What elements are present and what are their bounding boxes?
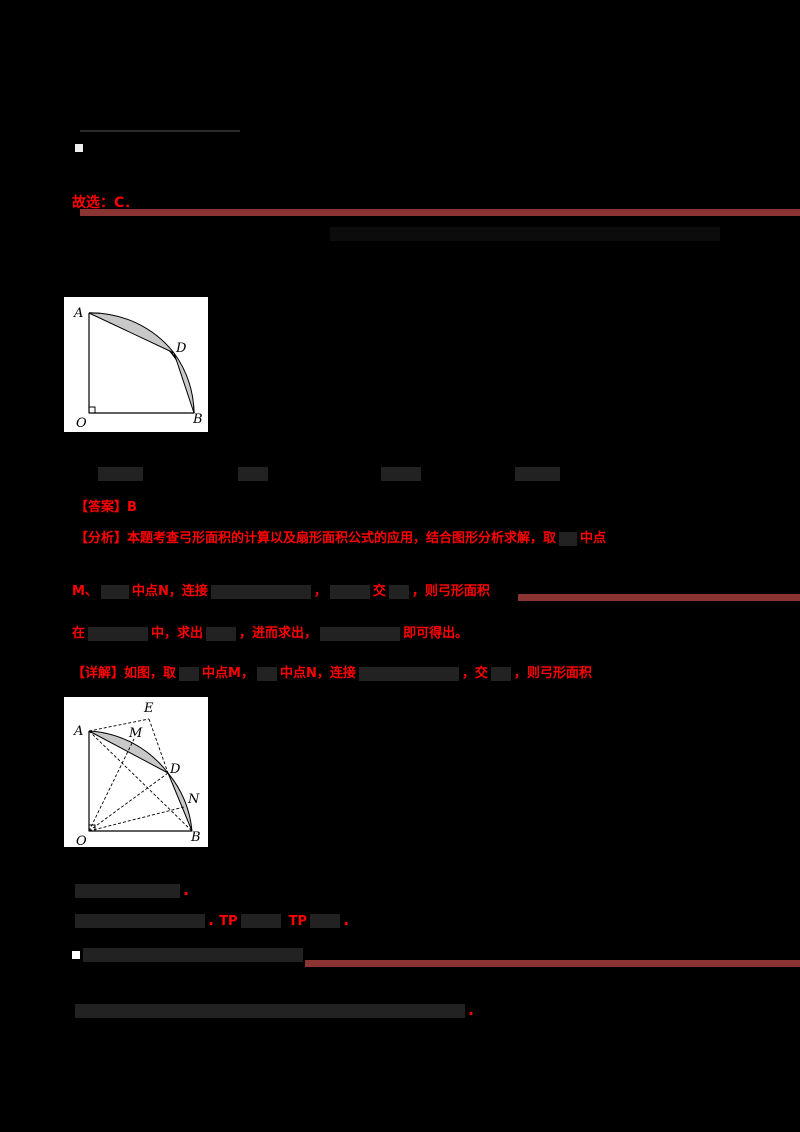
equation-line-4: .	[72, 1000, 474, 1019]
top-formula	[75, 110, 245, 160]
svg-text:A: A	[73, 306, 83, 321]
section-divider-2	[518, 594, 800, 601]
option-d	[512, 466, 563, 481]
answer-label: 【答案】B	[75, 500, 137, 515]
svg-text:M: M	[128, 726, 143, 741]
figure-1: A D O B	[64, 297, 208, 432]
equation-line-3	[72, 944, 306, 963]
svg-text:D: D	[175, 341, 187, 356]
figure-2: A E M D N O B	[64, 697, 208, 849]
svg-text:A: A	[73, 724, 83, 739]
question-text	[330, 227, 720, 241]
auxiliary-lines-figure: A E M D N O B	[73, 701, 201, 849]
svg-text:N: N	[187, 792, 200, 807]
svg-text:O: O	[76, 416, 87, 431]
svg-text:D: D	[169, 762, 181, 777]
svg-text:B: B	[190, 830, 201, 845]
answer-line: 故选：C．	[72, 195, 139, 211]
analysis-line-2: M、 中点N，连接，交，则弓形面积	[72, 584, 490, 599]
equation-line-1: .	[72, 880, 189, 899]
solution-line: 【详解】如图，取 中点M， 中点N，连接 ，交 ，则弓形面积	[72, 666, 592, 681]
svg-text:O: O	[76, 834, 87, 847]
svg-text:E: E	[143, 701, 154, 716]
solution-label: 【详解】	[72, 666, 125, 681]
equation-line-2: . TP TP.	[72, 910, 349, 929]
analysis-label: 【分析】	[75, 531, 128, 546]
analysis-text: 本题考查弓形面积的计算以及扇形面积公式的应用，结合图形分析求解，取	[127, 531, 557, 546]
option-a	[95, 466, 146, 481]
analysis-line-1: 【分析】本题考查弓形面积的计算以及扇形面积公式的应用，结合图形分析求解，取 中点	[75, 531, 607, 546]
analysis-line-3: 在中，求出 ，进而求出， 即可得出。	[72, 626, 469, 641]
section-divider	[80, 209, 800, 216]
option-b	[235, 466, 271, 481]
option-c	[378, 466, 424, 481]
section-divider-3	[305, 960, 800, 967]
quarter-circle-figure: A D O B	[73, 306, 203, 431]
svg-text:B: B	[192, 412, 203, 427]
